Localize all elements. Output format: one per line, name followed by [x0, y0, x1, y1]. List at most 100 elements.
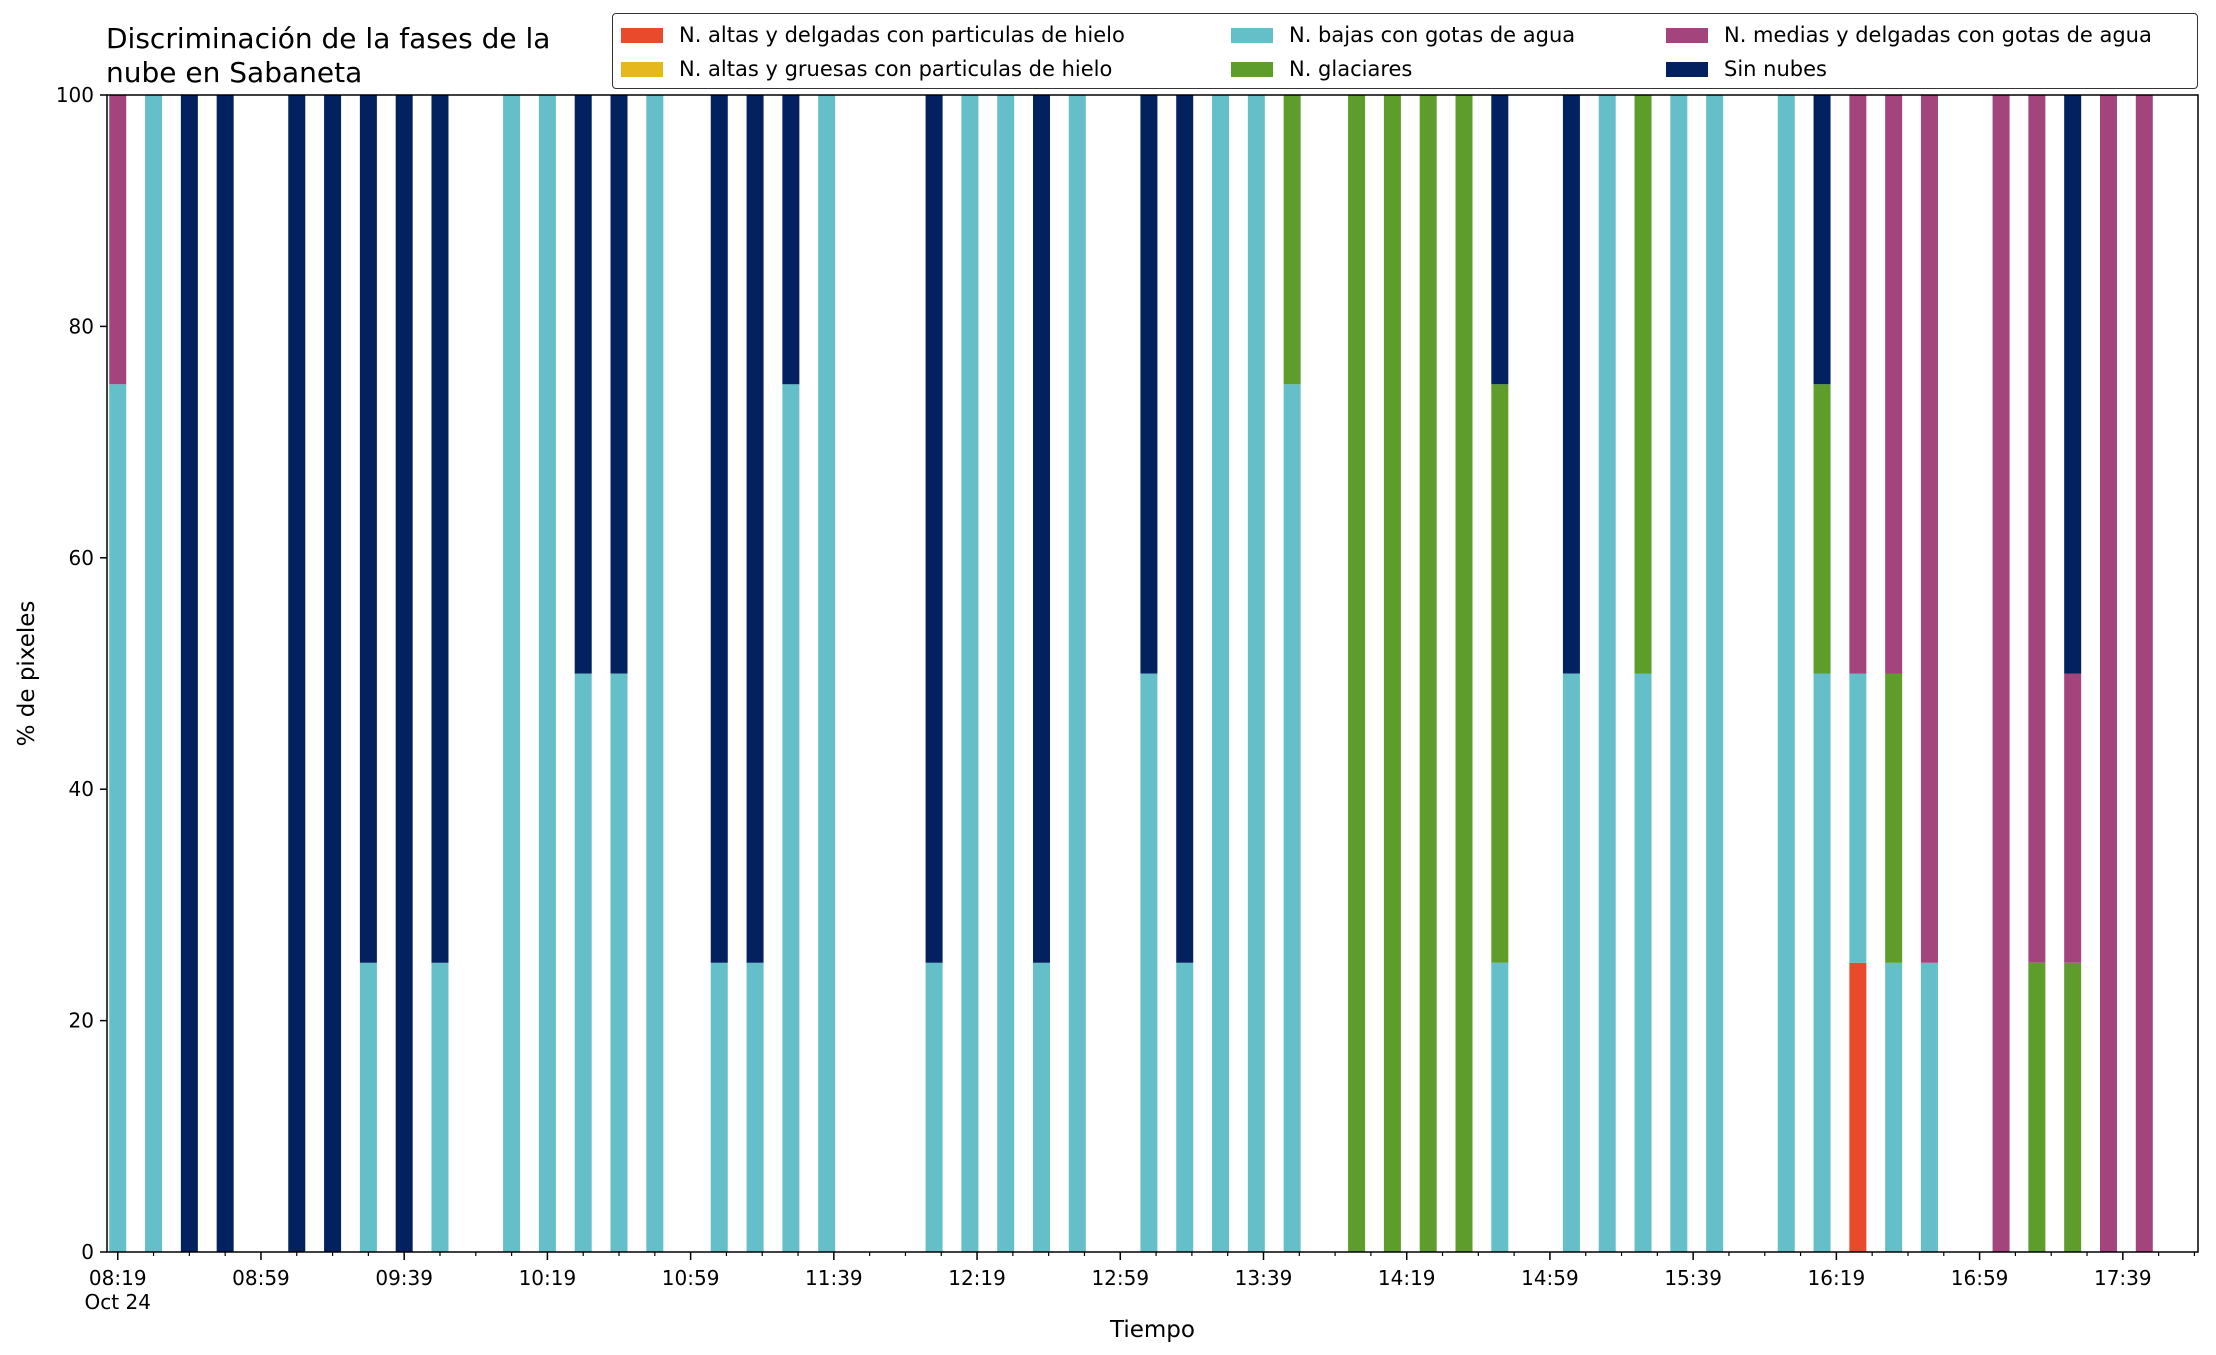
bar-segment-0819-s4: [109, 95, 127, 385]
legend-swatch-0: [621, 27, 663, 43]
bar-segment-1347-s2: [1283, 384, 1301, 1252]
bar-segment-1645-s4: [1920, 95, 1938, 963]
bar-segment-1415-s3: [1383, 95, 1401, 1252]
plot-frame: [106, 94, 2199, 1253]
x-tick-label-1339: 13:39: [1235, 1266, 1293, 1290]
legend-label-0: N. altas y delgadas con particulas de hi…: [679, 23, 1125, 47]
bar-segment-1445-s5: [1491, 95, 1509, 385]
bar-segment-1029-s5: [574, 95, 592, 674]
x-tick-label-1139: 11:39: [805, 1266, 863, 1290]
bar-segment-1117-s5: [746, 95, 764, 963]
bar-segment-1227-s2: [997, 95, 1015, 1252]
legend-swatch-3: [1231, 61, 1273, 77]
bar-segment-1715-s3: [2028, 962, 2046, 1252]
x-axis-label: Tiempo: [1109, 1317, 1195, 1343]
y-tick-label-100: 100: [56, 83, 94, 107]
bar-segment-1029-s2: [574, 673, 592, 1252]
y-tick-label-80: 80: [69, 314, 94, 338]
bar-segment-1505-s2: [1562, 673, 1580, 1252]
legend-item-4: N. medias y delgadas con gotas de agua: [1666, 23, 2152, 47]
bar-segment-0939-s5: [395, 95, 413, 1252]
bar-segment-1009-s2: [503, 95, 521, 1252]
bar-segment-1645-s2: [1920, 962, 1938, 1252]
x-tick-label-1419: 14:19: [1378, 1266, 1436, 1290]
y-tick-label-20: 20: [69, 1009, 94, 1033]
x-tick-label-1459: 14:59: [1521, 1266, 1579, 1290]
bar-segment-0839-s5: [180, 95, 198, 1252]
bar-segment-1107-s5: [710, 95, 728, 963]
x-tick-label-1619: 16:19: [1808, 1266, 1866, 1290]
bar-segment-1635-s2: [1885, 962, 1903, 1252]
bar-segment-0829-s2: [145, 95, 163, 1252]
x-tick-label-1259: 12:59: [1091, 1266, 1149, 1290]
legend-label-5: Sin nubes: [1724, 57, 1827, 81]
x-tick-label-0819: 08:19: [89, 1266, 147, 1290]
bar-segment-1625-s0: [1849, 962, 1867, 1252]
bar-segment-1237-s2: [1033, 962, 1051, 1252]
bar-segment-1525-s3: [1634, 95, 1652, 674]
bar-segment-1247-s2: [1068, 95, 1086, 1252]
chart-title: Discriminación de la fases de la nube en…: [106, 22, 551, 89]
bar-segment-0849-s5: [216, 95, 234, 1252]
x-tick-label-1059: 10:59: [662, 1266, 720, 1290]
bar-segment-1347-s3: [1283, 95, 1301, 385]
x-tick-label-1219: 12:19: [948, 1266, 1006, 1290]
legend-item-5: Sin nubes: [1666, 57, 1827, 81]
y-tick-label-40: 40: [69, 777, 94, 801]
bar-segment-1327-s2: [1212, 95, 1230, 1252]
bar-segment-1039-s5: [610, 95, 628, 674]
bar-segment-0819-s2: [109, 384, 127, 1252]
bar-segment-1705-s4: [1992, 95, 2010, 1252]
y-tick-label-60: 60: [69, 546, 94, 570]
bar-segment-1307-s2: [1140, 673, 1158, 1252]
legend-swatch-2: [1231, 27, 1273, 43]
bar-segment-1207-s5: [925, 95, 943, 963]
bar-segment-1605-s2: [1777, 95, 1795, 1252]
bar-segment-1615-s3: [1813, 384, 1831, 674]
legend-item-3: N. glaciares: [1231, 57, 1412, 81]
chart-legend: N. altas y delgadas con particulas de hi…: [612, 13, 2198, 89]
bars-group: [109, 95, 2153, 1252]
bar-segment-1117-s2: [746, 962, 764, 1252]
y-tick-label-0: 0: [81, 1240, 94, 1264]
x-date-label: Oct 24: [85, 1290, 151, 1314]
bar-segment-1725-s5: [2064, 95, 2082, 674]
bar-segment-1019-s2: [538, 95, 556, 1252]
bar-segment-1615-s5: [1813, 95, 1831, 385]
bar-segment-1307-s5: [1140, 95, 1158, 674]
bar-segment-1445-s2: [1491, 962, 1509, 1252]
bar-segment-1725-s4: [2064, 673, 2082, 963]
bar-segment-1049-s2: [646, 95, 664, 1252]
legend-swatch-4: [1666, 27, 1708, 43]
bar-segment-1107-s2: [710, 962, 728, 1252]
bar-segment-1127-s5: [782, 95, 800, 385]
bar-segment-1625-s2: [1849, 673, 1867, 963]
bar-segment-1435-s3: [1455, 95, 1473, 1252]
bar-segment-0909-s5: [288, 95, 306, 1252]
bar-segment-1625-s4: [1849, 95, 1867, 674]
x-tick-label-1659: 16:59: [1951, 1266, 2009, 1290]
bar-segment-1745-s4: [2135, 95, 2153, 1252]
bar-segment-1525-s2: [1634, 673, 1652, 1252]
x-tick-label-0859: 08:59: [232, 1266, 290, 1290]
bar-segment-1515-s2: [1598, 95, 1616, 1252]
bar-segment-1545-s2: [1706, 95, 1724, 1252]
bar-segment-1207-s2: [925, 962, 943, 1252]
x-tick-label-1539: 15:39: [1664, 1266, 1722, 1290]
bar-segment-1405-s3: [1348, 95, 1366, 1252]
bar-segment-1505-s5: [1562, 95, 1580, 674]
bar-segment-0929-s5: [359, 95, 377, 963]
bar-segment-1127-s2: [782, 384, 800, 1252]
x-tick-label-0939: 09:39: [375, 1266, 433, 1290]
x-tick-label-1019: 10:19: [519, 1266, 577, 1290]
bar-segment-1337-s2: [1247, 95, 1265, 1252]
bar-segment-1725-s3: [2064, 962, 2082, 1252]
bar-segment-1715-s4: [2028, 95, 2046, 963]
legend-label-1: N. altas y gruesas con particulas de hie…: [679, 57, 1113, 81]
bar-segment-1425-s3: [1419, 95, 1437, 1252]
legend-item-0: N. altas y delgadas con particulas de hi…: [621, 23, 1125, 47]
legend-label-3: N. glaciares: [1289, 57, 1413, 81]
bar-segment-1635-s4: [1885, 95, 1903, 674]
bar-segment-0929-s2: [359, 962, 377, 1252]
